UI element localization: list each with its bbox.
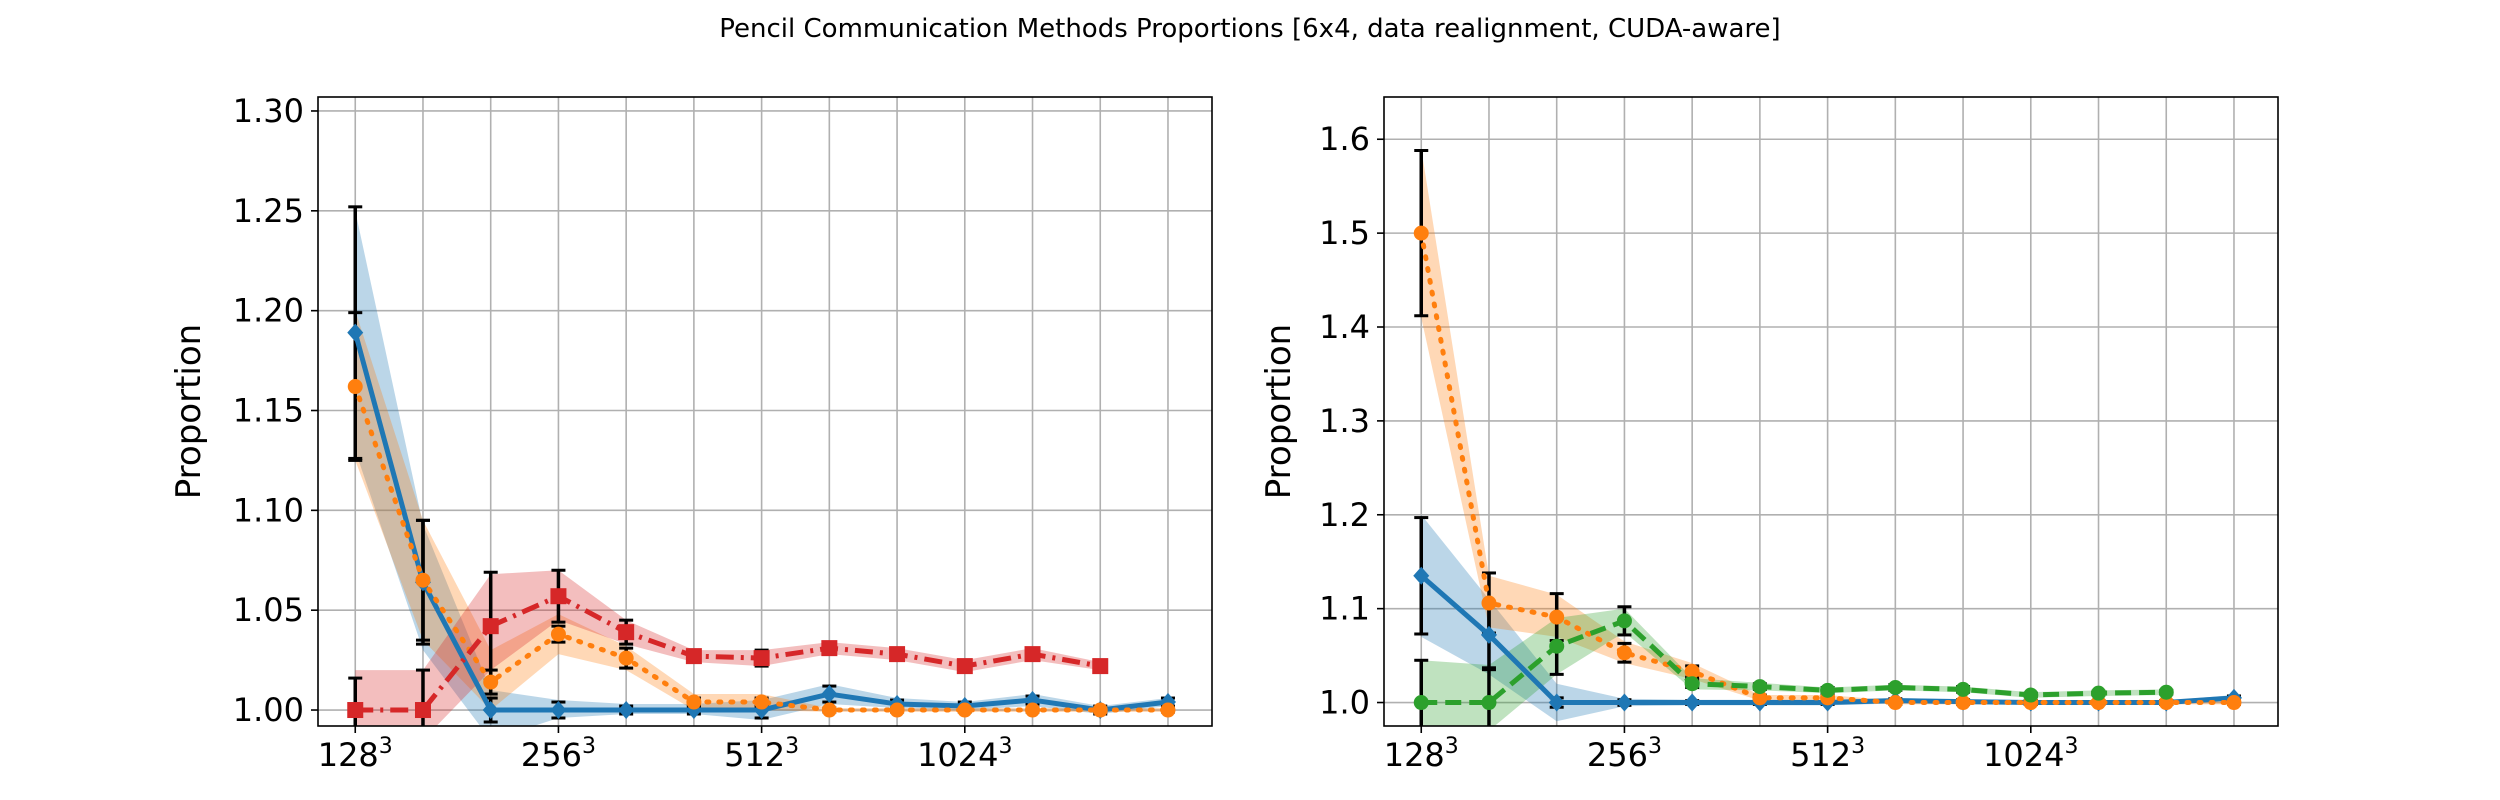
data-point-red <box>889 646 906 663</box>
y-tick-label: 1.20 <box>233 292 304 330</box>
data-point-orange <box>618 650 634 666</box>
y-tick-label: 1.4 <box>1319 308 1370 346</box>
y-tick-label: 1.0 <box>1319 684 1370 722</box>
data-point-red <box>821 640 838 657</box>
data-point-blue <box>1413 566 1430 585</box>
data-point-orange <box>2226 695 2242 711</box>
data-point-blue <box>550 701 567 720</box>
data-point-orange <box>1025 702 1041 718</box>
y-tick-label: 1.2 <box>1319 496 1370 534</box>
x-tick-label: 10243 <box>917 734 1012 774</box>
data-point-orange <box>957 702 973 718</box>
data-point-orange <box>415 572 431 588</box>
y-tick-label: 1.25 <box>233 192 304 230</box>
data-point-green <box>1684 676 1700 692</box>
data-point-green <box>1549 638 1565 654</box>
data-point-green <box>1820 682 1836 698</box>
data-point-red <box>753 650 770 667</box>
data-point-green <box>1481 695 1497 711</box>
data-point-green <box>1616 613 1632 629</box>
data-point-red <box>956 658 973 675</box>
y-tick-label: 1.30 <box>233 92 304 130</box>
data-point-orange <box>1752 690 1768 706</box>
data-point-red <box>482 618 499 635</box>
y-tick-label: 1.00 <box>233 691 304 729</box>
data-point-orange <box>1413 225 1429 241</box>
y-tick-label: 1.10 <box>233 491 304 529</box>
data-point-orange <box>1549 609 1565 625</box>
data-point-green <box>1752 679 1768 695</box>
data-point-orange <box>550 626 566 642</box>
data-point-blue <box>1684 693 1701 712</box>
data-point-orange <box>1887 695 1903 711</box>
x-tick-label: 1283 <box>318 734 393 774</box>
figure-title: Pencil Communication Methods Proportions… <box>719 14 1781 44</box>
data-point-green <box>1413 695 1429 711</box>
data-point-red <box>550 588 567 605</box>
data-point-orange <box>1684 664 1700 680</box>
data-point-red <box>1024 646 1041 663</box>
data-point-blue <box>1548 693 1565 712</box>
confidence-band-red <box>355 570 1101 726</box>
axes-frame <box>1383 96 2279 727</box>
data-point-red <box>1092 658 1109 675</box>
data-point-blue <box>347 323 364 342</box>
data-point-blue <box>821 685 838 704</box>
data-point-orange <box>821 702 837 718</box>
data-point-red <box>685 648 702 665</box>
data-point-red <box>618 624 635 641</box>
data-point-green <box>2091 685 2107 701</box>
data-point-green <box>2158 684 2174 700</box>
x-tick-label: 5123 <box>1790 734 1865 774</box>
data-point-green <box>1887 680 1903 696</box>
data-point-orange <box>483 674 499 690</box>
data-point-blue <box>1616 693 1633 712</box>
y-tick-label: 1.3 <box>1319 402 1370 440</box>
x-tick-label: 2563 <box>1587 734 1662 774</box>
x-tick-label: 10243 <box>1983 734 2078 774</box>
data-point-green <box>1955 681 1971 697</box>
confidence-band-green <box>1421 608 2167 726</box>
data-point-green <box>2023 687 2039 703</box>
y-tick-label: 1.15 <box>233 392 304 430</box>
data-point-blue <box>618 701 635 720</box>
data-point-orange <box>686 694 702 710</box>
plot-area <box>1413 148 2242 726</box>
y-tick-label: 1.5 <box>1319 214 1370 252</box>
data-point-red <box>414 702 431 719</box>
data-point-red <box>347 702 364 719</box>
x-tick-label: 1283 <box>1384 734 1459 774</box>
y-axis-label: Proportion <box>1259 324 1299 499</box>
data-point-orange <box>1481 595 1497 611</box>
data-point-orange <box>1616 645 1632 661</box>
data-point-orange <box>2158 695 2174 711</box>
x-tick-label: 5123 <box>724 734 799 774</box>
y-tick-label: 1.6 <box>1319 120 1370 158</box>
y-tick-label: 1.1 <box>1319 590 1370 628</box>
data-point-orange <box>1092 702 1108 718</box>
data-point-blue <box>1480 625 1497 644</box>
axes-frame <box>317 96 1213 727</box>
y-axis-label: Proportion <box>169 324 209 499</box>
data-point-blue <box>482 701 499 720</box>
axes-left: 1.00 1.05 1.10 1.15 1.20 1.25 1.30 1283 2563 5123… <box>169 92 1213 774</box>
series-line-green <box>1421 618 2167 706</box>
series-line-red <box>355 593 1101 713</box>
axes-right: 1.0 1.1 1.2 1.3 1.4 1.5 1.6 1283 2563 5123 10243 Pr… <box>1259 96 2279 774</box>
y-tick-label: 1.05 <box>233 591 304 629</box>
x-tick-label: 2563 <box>521 734 596 774</box>
plot-area <box>347 205 1176 726</box>
data-point-orange <box>754 694 770 710</box>
data-point-orange <box>347 379 363 395</box>
data-point-orange <box>1955 695 1971 711</box>
data-point-orange <box>1160 702 1176 718</box>
data-point-orange <box>889 702 905 718</box>
